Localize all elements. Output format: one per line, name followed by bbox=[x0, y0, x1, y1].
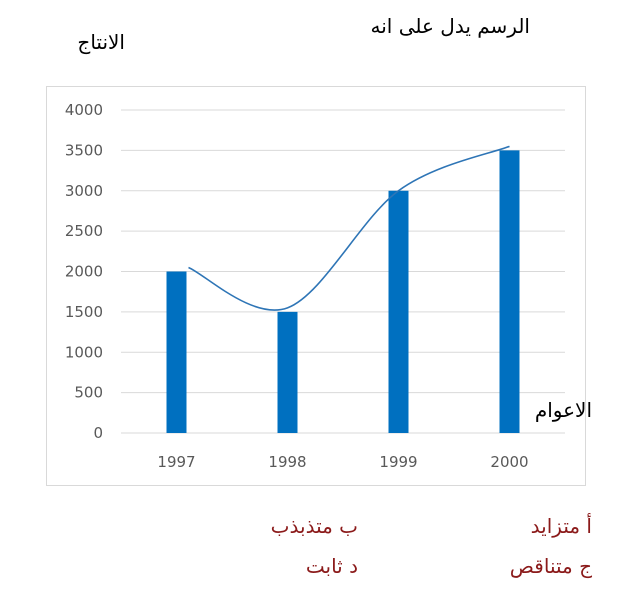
y-tick-label: 2000 bbox=[65, 263, 103, 281]
y-tick-label: 0 bbox=[93, 424, 103, 442]
y-tick-label: 3000 bbox=[65, 182, 103, 200]
trend-line bbox=[188, 145, 510, 311]
bar-1999 bbox=[388, 190, 409, 433]
x-tick-label: 1999 bbox=[379, 453, 417, 471]
option-c[interactable]: ج متناقص bbox=[509, 554, 592, 578]
y-tick-label: 1000 bbox=[65, 343, 103, 361]
bar-1997 bbox=[166, 271, 187, 433]
y-tick-label: 1500 bbox=[65, 303, 103, 321]
y-tick-label: 4000 bbox=[65, 101, 103, 119]
y-tick-label: 3500 bbox=[65, 141, 103, 159]
question-text: الرسم يدل على انه bbox=[370, 14, 531, 38]
x-tick-label: 2000 bbox=[490, 453, 528, 471]
x-axis-ticks: 1997 1998 1999 2000 bbox=[157, 453, 528, 471]
y-axis-ticks: 0 500 1000 1500 2000 2500 3000 3500 4000 bbox=[65, 101, 103, 442]
grid-lines bbox=[121, 109, 565, 434]
option-a[interactable]: أ متزايد bbox=[530, 514, 592, 538]
option-d[interactable]: د ثابت bbox=[305, 554, 358, 578]
chart-frame bbox=[46, 86, 586, 486]
option-b[interactable]: ب متذبذب bbox=[270, 514, 358, 538]
x-tick-label: 1998 bbox=[268, 453, 306, 471]
x-tick-label: 1997 bbox=[157, 453, 195, 471]
bar-1998 bbox=[277, 311, 298, 433]
y-tick-label: 500 bbox=[74, 384, 103, 402]
x-axis-label: الاعوام bbox=[534, 398, 592, 422]
y-axis-label: الانتاج bbox=[77, 30, 125, 54]
bar-2000 bbox=[499, 150, 520, 433]
bars bbox=[166, 150, 520, 433]
trend-line-group bbox=[188, 145, 510, 311]
y-tick-label: 2500 bbox=[65, 222, 103, 240]
